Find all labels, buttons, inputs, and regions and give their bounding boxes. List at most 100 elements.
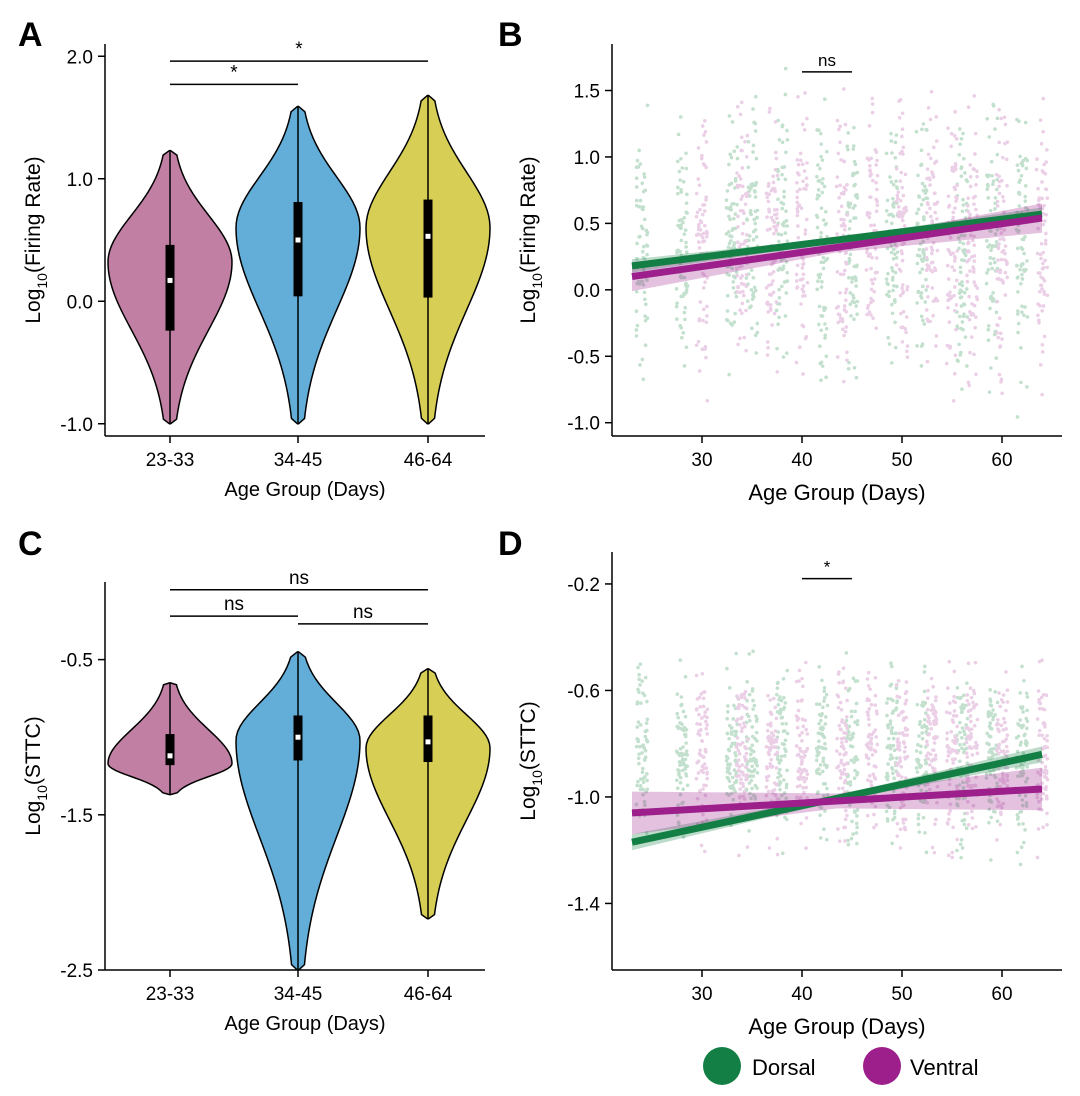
ventral-point bbox=[764, 793, 769, 798]
dorsal-point bbox=[819, 154, 823, 159]
dorsal-point bbox=[884, 219, 889, 224]
dorsal-point bbox=[892, 298, 897, 303]
ventral-point bbox=[969, 708, 973, 712]
dorsal-point bbox=[962, 818, 967, 822]
dorsal-point bbox=[726, 318, 730, 323]
ventral-point bbox=[969, 335, 974, 339]
ventral-point bbox=[902, 224, 907, 228]
dorsal-point bbox=[638, 662, 643, 666]
significance-label: * bbox=[295, 39, 303, 60]
ventral-point bbox=[735, 694, 739, 698]
dorsal-point bbox=[965, 681, 969, 685]
dorsal-point bbox=[783, 747, 787, 751]
dorsal-point bbox=[916, 173, 920, 178]
ventral-point bbox=[997, 742, 1002, 747]
ventral-point bbox=[741, 221, 746, 226]
ventral-point bbox=[797, 668, 802, 673]
ventral-point bbox=[974, 183, 978, 187]
dorsal-point bbox=[822, 699, 826, 703]
dorsal-point bbox=[993, 690, 998, 694]
ventral-point bbox=[929, 261, 934, 265]
ventral-point bbox=[928, 787, 932, 792]
dorsal-point bbox=[748, 757, 753, 762]
dorsal-point bbox=[991, 256, 996, 261]
y-tick-label: -0.2 bbox=[567, 575, 600, 596]
ventral-point bbox=[894, 199, 899, 204]
ventral-point bbox=[801, 775, 806, 780]
dorsal-point bbox=[634, 802, 639, 807]
dorsal-point bbox=[986, 327, 991, 332]
ventral-point bbox=[697, 369, 702, 373]
dorsal-point bbox=[855, 771, 860, 775]
dorsal-point bbox=[994, 356, 999, 360]
ventral-point bbox=[736, 225, 740, 229]
ventral-point bbox=[774, 150, 778, 155]
dorsal-point bbox=[785, 270, 790, 275]
ventral-point bbox=[701, 690, 706, 695]
dorsal-point bbox=[995, 819, 1000, 824]
dorsal-point bbox=[957, 759, 962, 764]
dorsal-point bbox=[922, 217, 926, 222]
dorsal-point bbox=[920, 267, 925, 271]
dorsal-point bbox=[680, 702, 684, 707]
dorsal-point bbox=[923, 664, 927, 669]
ventral-point bbox=[933, 753, 938, 758]
dorsal-point bbox=[915, 301, 919, 305]
dorsal-point bbox=[637, 282, 642, 286]
ventral-point bbox=[843, 778, 848, 783]
ventral-point bbox=[766, 735, 770, 740]
ventral-point bbox=[1045, 822, 1049, 827]
dorsal-point bbox=[916, 783, 921, 788]
ventral-point bbox=[875, 173, 880, 178]
ventral-point bbox=[738, 336, 742, 341]
ventral-point bbox=[805, 772, 810, 777]
dorsal-point bbox=[785, 128, 789, 133]
ventral-point bbox=[843, 268, 847, 273]
ventral-point bbox=[797, 345, 802, 349]
x-axis-label: Age Group (Days) bbox=[748, 1014, 925, 1039]
ventral-point bbox=[701, 704, 706, 709]
dorsal-point bbox=[775, 710, 780, 714]
dorsal-point bbox=[884, 209, 889, 213]
ventral-point bbox=[901, 817, 905, 822]
ventral-point bbox=[905, 727, 910, 732]
dorsal-point bbox=[680, 727, 685, 732]
ventral-point bbox=[997, 179, 1002, 184]
ventral-point bbox=[737, 751, 742, 756]
dorsal-point bbox=[1015, 210, 1019, 215]
ventral-point bbox=[804, 776, 809, 781]
ventral-point bbox=[925, 782, 930, 787]
ventral-point bbox=[899, 311, 903, 316]
ventral-point bbox=[743, 689, 748, 694]
dorsal-point bbox=[1023, 194, 1028, 199]
ventral-point bbox=[736, 697, 741, 701]
dorsal-point bbox=[918, 719, 923, 724]
ventral-point bbox=[966, 779, 971, 783]
ventral-point bbox=[974, 740, 978, 745]
ventral-point bbox=[972, 270, 976, 274]
dorsal-point bbox=[962, 156, 966, 161]
ventral-point bbox=[972, 243, 977, 248]
ventral-point bbox=[970, 809, 974, 814]
ventral-point bbox=[998, 237, 1002, 241]
dorsal-point bbox=[750, 687, 755, 691]
dorsal-point bbox=[963, 171, 967, 175]
ventral-point bbox=[973, 131, 978, 136]
dorsal-point bbox=[779, 698, 784, 703]
ventral-point bbox=[946, 277, 951, 281]
ventral-point bbox=[1001, 194, 1005, 199]
dorsal-point bbox=[819, 713, 824, 718]
ventral-point bbox=[841, 771, 845, 776]
ventral-point bbox=[796, 752, 801, 757]
dorsal-point bbox=[887, 289, 891, 294]
ventral-point bbox=[867, 723, 872, 727]
dorsal-point bbox=[746, 714, 751, 719]
dorsal-point bbox=[684, 151, 688, 156]
dorsal-point bbox=[854, 375, 859, 380]
ventral-point bbox=[705, 304, 709, 309]
ventral-point bbox=[953, 167, 958, 171]
dorsal-point bbox=[824, 692, 829, 697]
ventral-point bbox=[873, 148, 878, 152]
dorsal-point bbox=[752, 217, 756, 222]
ventral-point bbox=[801, 284, 806, 288]
